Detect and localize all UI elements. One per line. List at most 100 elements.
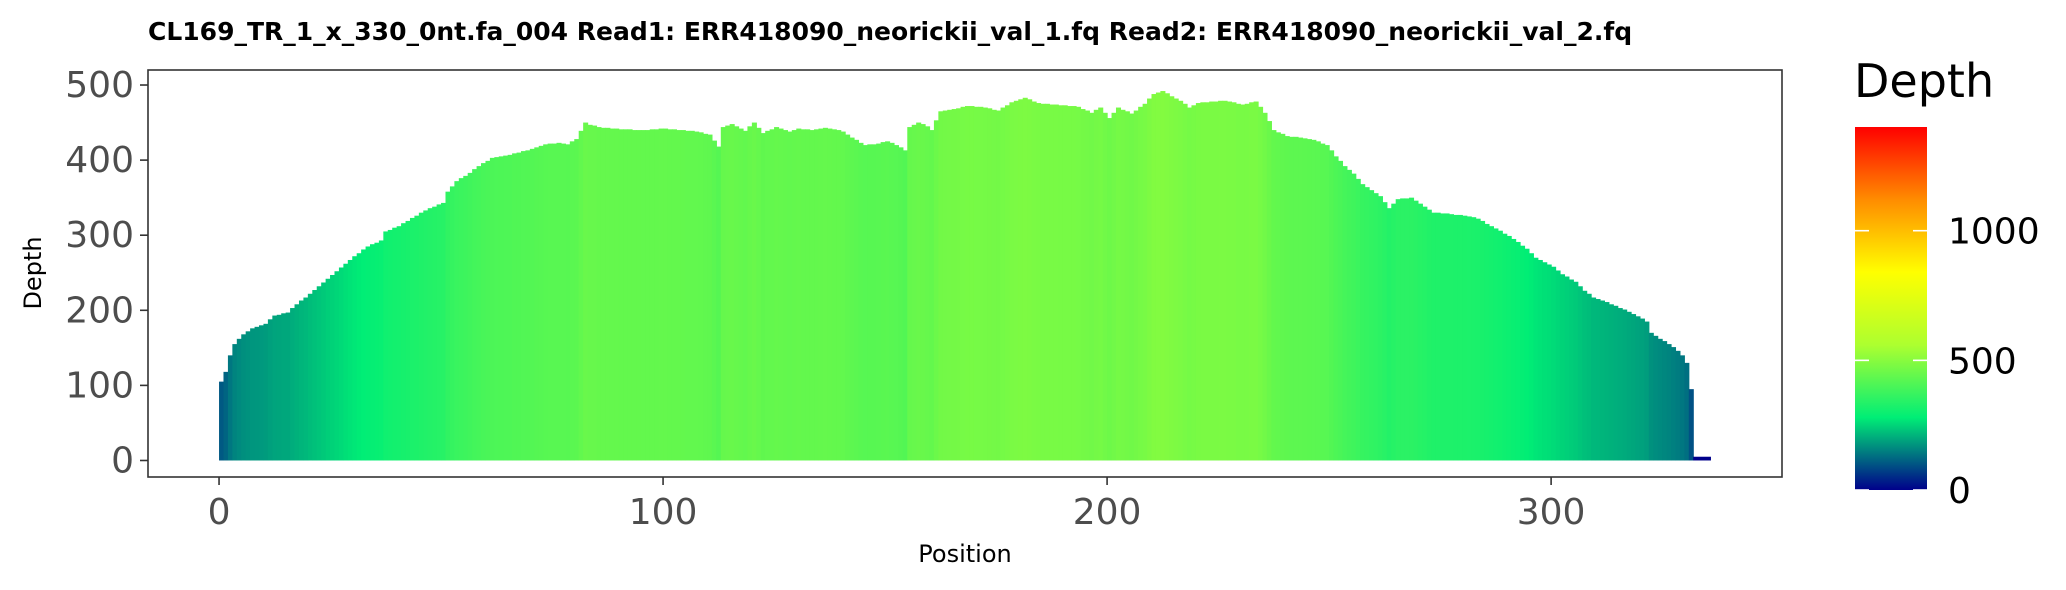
depth-bar xyxy=(658,128,664,461)
depth-bar xyxy=(969,106,975,461)
depth-bar xyxy=(1058,105,1064,461)
depth-bar xyxy=(756,127,762,461)
depth-bar xyxy=(1164,93,1170,461)
depth-bar xyxy=(840,131,846,461)
depth-bar xyxy=(1559,274,1566,461)
depth-bar xyxy=(1044,103,1050,461)
depth-bar xyxy=(991,109,997,461)
depth-bar xyxy=(965,106,971,461)
depth-bar xyxy=(898,147,904,461)
depth-bar xyxy=(543,144,549,461)
depth-bar xyxy=(223,371,229,461)
depth-bar xyxy=(445,191,451,461)
depth-bar xyxy=(778,128,784,461)
depth-bar xyxy=(1688,389,1694,461)
depth-bar xyxy=(1049,104,1055,461)
depth-bar xyxy=(1484,223,1490,461)
depth-bar xyxy=(227,355,233,461)
depth-bar xyxy=(907,127,913,461)
depth-bar xyxy=(556,142,562,461)
depth-bar xyxy=(272,315,278,461)
depth-bar xyxy=(383,231,389,461)
depth-bar xyxy=(1231,102,1237,461)
depth-bar xyxy=(1648,332,1654,461)
depth-bar xyxy=(729,124,735,461)
depth-bar xyxy=(978,106,984,461)
depth-bar xyxy=(1022,97,1028,461)
depth-bar xyxy=(263,323,269,461)
depth-bar xyxy=(1440,213,1446,461)
depth-bars xyxy=(219,91,1694,461)
depth-bar xyxy=(472,169,478,461)
depth-bar xyxy=(414,215,420,461)
depth-bar xyxy=(1218,100,1224,461)
depth-bar xyxy=(1169,96,1175,461)
depth-bar xyxy=(1018,99,1024,461)
x-tick-label: 300 xyxy=(1517,492,1586,533)
depth-bar xyxy=(1364,187,1370,461)
legend-colorbar xyxy=(1855,127,1927,490)
depth-bar xyxy=(845,134,851,461)
depth-bar xyxy=(640,130,646,461)
depth-bar xyxy=(1195,103,1201,461)
depth-bar xyxy=(938,111,944,461)
depth-bar xyxy=(592,125,598,461)
depth-bar xyxy=(920,124,926,461)
depth-bar xyxy=(716,146,722,461)
depth-bar xyxy=(867,144,873,461)
depth-bar xyxy=(1537,259,1543,461)
depth-bar xyxy=(547,143,553,461)
depth-bar xyxy=(1515,241,1521,461)
y-tick-label: 200 xyxy=(65,290,134,331)
depth-bar xyxy=(862,145,868,461)
depth-bar xyxy=(1528,253,1534,461)
depth-bar xyxy=(1684,362,1690,461)
depth-bar xyxy=(259,325,265,461)
depth-bar xyxy=(1377,196,1383,461)
depth-bar xyxy=(401,223,407,461)
depth-bar xyxy=(1462,215,1468,461)
depth-bar xyxy=(423,210,429,461)
depth-bar xyxy=(1551,266,1557,461)
depth-bar xyxy=(1382,202,1388,461)
depth-bar xyxy=(232,344,238,461)
depth-bar xyxy=(1302,138,1308,461)
tail-bar xyxy=(1693,456,1711,461)
depth-bar xyxy=(600,127,606,461)
depth-bar xyxy=(512,153,518,461)
depth-bar xyxy=(831,129,837,461)
depth-bar xyxy=(529,148,535,461)
depth-bar xyxy=(534,147,540,461)
depth-bar xyxy=(689,130,695,461)
depth-bar xyxy=(1502,233,1508,461)
depth-bar xyxy=(1608,304,1614,461)
depth-bar xyxy=(1187,107,1193,461)
depth-bar xyxy=(1084,110,1090,461)
depth-bar xyxy=(1555,270,1561,461)
depth-bar xyxy=(1626,311,1632,461)
depth-bar xyxy=(1444,213,1450,461)
depth-bar xyxy=(338,267,344,461)
depth-bar xyxy=(623,129,629,461)
depth-bar xyxy=(1138,106,1144,461)
depth-bar xyxy=(1422,206,1428,461)
depth-bar xyxy=(1120,109,1126,461)
depth-bar xyxy=(1573,281,1579,461)
depth-bar xyxy=(960,106,966,461)
depth-bar xyxy=(738,128,744,461)
depth-bar xyxy=(725,125,731,461)
depth-bar xyxy=(916,122,922,461)
depth-bar xyxy=(1102,112,1108,461)
depth-bar xyxy=(574,139,580,461)
depth-bar xyxy=(387,229,393,461)
depth-bar xyxy=(463,175,469,461)
depth-bar xyxy=(1471,217,1477,461)
depth-bar xyxy=(947,109,953,461)
depth-bar xyxy=(481,163,487,461)
depth-bar xyxy=(1191,105,1197,461)
depth-bar xyxy=(1400,198,1406,461)
depth-bar xyxy=(849,137,855,461)
depth-bar xyxy=(1564,276,1570,461)
depth-bar xyxy=(303,297,309,461)
depth-bar xyxy=(1262,112,1268,461)
